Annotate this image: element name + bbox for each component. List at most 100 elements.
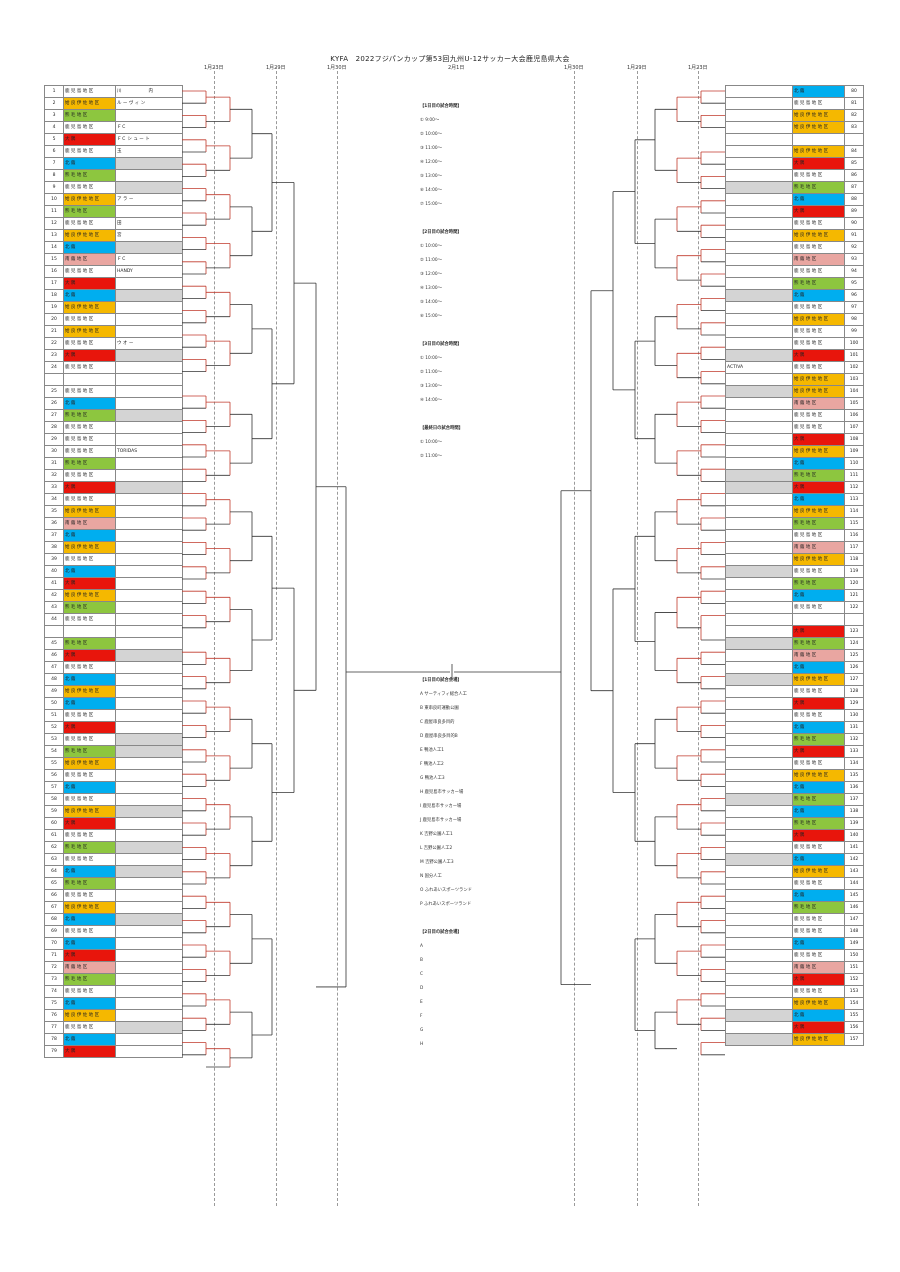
info-line: G 鴨池人工3 bbox=[420, 776, 445, 781]
team-row: 33 大 隅 bbox=[44, 481, 183, 494]
date-guide-line bbox=[574, 66, 575, 1206]
team-pref-cell: 南 薩 地 区 bbox=[792, 649, 845, 662]
date-headers: 1月23日 1月29日 1月30日 2月1日 1月30日 1月29日 1月23日 bbox=[0, 64, 900, 74]
info-line: G bbox=[420, 1028, 424, 1033]
team-row: 24 鹿 児 島 地 区 bbox=[44, 361, 183, 374]
team-row: 78 北 薩 bbox=[44, 1033, 183, 1046]
team-name-cell bbox=[725, 349, 793, 362]
team-name-cell bbox=[725, 289, 793, 302]
team-row: 14 北 薩 bbox=[44, 241, 183, 254]
team-pref-cell: 姶 良 伊 佐 地 区 bbox=[792, 673, 845, 686]
team-pref-cell: 北 薩 bbox=[792, 889, 845, 902]
info-line: F 鴨池人工2 bbox=[420, 762, 444, 767]
info-heading: 【1日目の試合時間】 bbox=[420, 104, 462, 109]
team-pref-cell: 南 薩 地 区 bbox=[792, 253, 845, 266]
right-team-list: 北 薩 80 鹿 児 島 地 区 81 姶 良 伊 佐 地 区 82 姶 良 伊 佐 地 区… bbox=[725, 85, 864, 1046]
team-num-cell: 102 bbox=[844, 361, 864, 374]
team-num-cell: 141 bbox=[844, 841, 864, 854]
team-row: 姶 良 伊 佐 地 区 143 bbox=[725, 865, 864, 878]
date-header: 1月30日 bbox=[327, 65, 347, 71]
team-name-cell bbox=[115, 289, 183, 302]
team-row: 鹿 児 島 地 区 107 bbox=[725, 421, 864, 434]
team-pref-cell: 北 薩 bbox=[63, 397, 116, 410]
team-row: 16 鹿 児 島 地 区 HANDY bbox=[44, 265, 183, 278]
team-row: 熊 毛 地 区 95 bbox=[725, 277, 864, 290]
team-row: 姶 良 伊 佐 地 区 135 bbox=[725, 769, 864, 782]
team-pref-cell: 大 隅 bbox=[63, 721, 116, 734]
info-line: C bbox=[420, 972, 424, 977]
team-row: 67 姶 良 伊 佐 地 区 bbox=[44, 901, 183, 914]
info-line: B 東串良町運動公園 bbox=[420, 706, 459, 711]
team-pref-cell: 北 薩 bbox=[63, 937, 116, 950]
team-row: 熊 毛 地 区 87 bbox=[725, 181, 864, 194]
date-header: 1月23日 bbox=[688, 65, 708, 71]
team-row: 北 薩 138 bbox=[725, 805, 864, 818]
team-row: 南 薩 地 区 117 bbox=[725, 541, 864, 554]
team-pref-cell: 大 隅 bbox=[792, 745, 845, 758]
info-line: K 吉野公園人工1 bbox=[420, 832, 453, 837]
team-row: 姶 良 伊 佐 地 区 118 bbox=[725, 553, 864, 566]
team-row: 65 熊 毛 地 区 bbox=[44, 877, 183, 890]
info-heading: 【2日目の試合時間】 bbox=[420, 230, 462, 235]
team-row: 鹿 児 島 地 区 97 bbox=[725, 301, 864, 314]
date-guide-line bbox=[337, 66, 338, 1206]
team-row: 北 薩 149 bbox=[725, 937, 864, 950]
team-num-cell: 146 bbox=[844, 901, 864, 914]
team-pref-cell: 熊 毛 地 区 bbox=[63, 457, 116, 470]
info-line: ③ 13:00〜 bbox=[420, 384, 442, 389]
date-header: 1月29日 bbox=[266, 65, 286, 71]
team-num-cell: 148 bbox=[844, 925, 864, 938]
team-row: 75 北 薩 bbox=[44, 997, 183, 1010]
team-row: 鹿 児 島 地 区 128 bbox=[725, 685, 864, 698]
info-line: E bbox=[420, 1000, 423, 1005]
team-row: 69 鹿 児 島 地 区 bbox=[44, 925, 183, 938]
team-pref-cell: 北 薩 bbox=[792, 805, 845, 818]
team-pref-cell: 北 薩 bbox=[792, 85, 845, 98]
info-line: ④ 14:00〜 bbox=[420, 398, 442, 403]
team-row: 59 姶 良 伊 佐 地 区 bbox=[44, 805, 183, 818]
team-pref-cell: 大 隅 bbox=[792, 625, 845, 638]
team-row: 熊 毛 地 区 111 bbox=[725, 469, 864, 482]
team-pref-cell: 姶 良 伊 佐 地 区 bbox=[63, 589, 116, 602]
team-pref-cell: 熊 毛 地 区 bbox=[792, 181, 845, 194]
info-line: ③ 11:00〜 bbox=[420, 146, 442, 151]
team-pref-cell: 北 薩 bbox=[63, 565, 116, 578]
team-pref-cell: 姶 良 伊 佐 地 区 bbox=[792, 769, 845, 782]
date-guide-line bbox=[214, 66, 215, 1206]
info-heading: 【1日目の試合会場】 bbox=[420, 678, 462, 683]
team-row: 北 薩 121 bbox=[725, 589, 864, 602]
team-pref-cell: 北 薩 bbox=[63, 781, 116, 794]
team-row: 北 薩 80 bbox=[725, 85, 864, 98]
team-row bbox=[725, 133, 864, 146]
info-line: H 鹿児島市サッカー場 bbox=[420, 790, 464, 795]
team-name-cell bbox=[725, 481, 793, 494]
team-num-cell: 117 bbox=[844, 541, 864, 554]
team-row: 南 薩 地 区 125 bbox=[725, 649, 864, 662]
team-num-cell: 83 bbox=[844, 121, 864, 134]
team-row: 20 鹿 児 島 地 区 bbox=[44, 313, 183, 326]
team-name-cell bbox=[725, 853, 793, 866]
team-name-cell bbox=[725, 1009, 793, 1022]
team-name-cell bbox=[115, 241, 183, 254]
team-name-cell bbox=[115, 841, 183, 854]
info-line: ① 9:00〜 bbox=[420, 118, 440, 123]
team-row: 熊 毛 地 区 137 bbox=[725, 793, 864, 806]
team-pref-cell: 姶 良 伊 佐 地 区 bbox=[792, 385, 845, 398]
team-row: 北 薩 142 bbox=[725, 853, 864, 866]
team-row: 鹿 児 島 地 区 99 bbox=[725, 325, 864, 338]
date-header: 1月23日 bbox=[204, 65, 224, 71]
team-row: 大 隅 129 bbox=[725, 697, 864, 710]
team-pref-cell: 大 隅 bbox=[792, 697, 845, 710]
info-line: ② 11:00〜 bbox=[420, 258, 442, 263]
team-pref-cell: 熊 毛 地 区 bbox=[63, 745, 116, 758]
info-line: F bbox=[420, 1014, 423, 1019]
date-guide-line bbox=[276, 66, 277, 1206]
team-pref-cell: 姶 良 伊 佐 地 区 bbox=[792, 505, 845, 518]
info-line: D 鹿屋串良多目的B bbox=[420, 734, 458, 739]
team-num-cell: 138 bbox=[844, 805, 864, 818]
team-pref-cell: 姶 良 伊 佐 地 区 bbox=[63, 685, 116, 698]
team-row: 28 鹿 児 島 地 区 bbox=[44, 421, 183, 434]
team-pref-cell: 熊 毛 地 区 bbox=[63, 637, 116, 650]
